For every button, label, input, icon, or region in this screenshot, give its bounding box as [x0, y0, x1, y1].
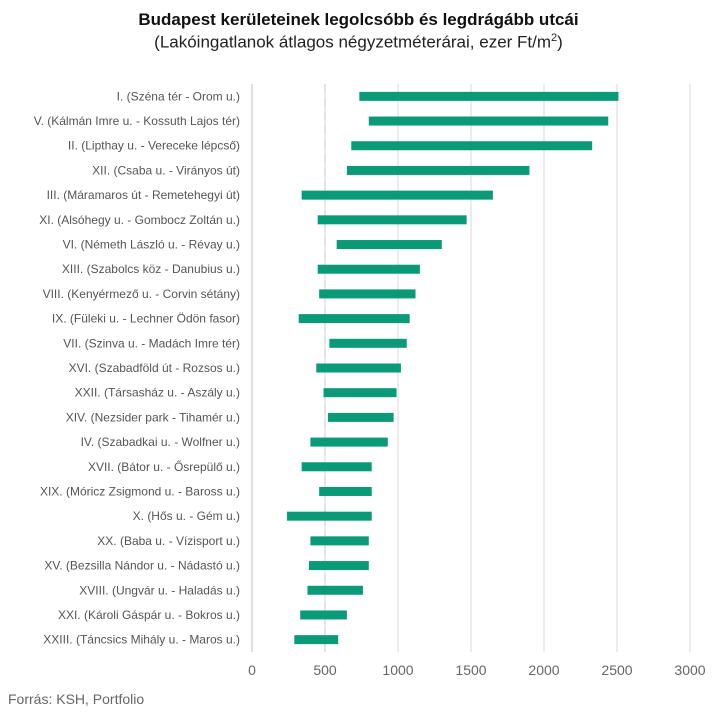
category-label-8: XIII. (Szabolcs köz - Danubius u.) — [62, 262, 240, 276]
bar-2 — [368, 116, 609, 126]
bar-22 — [300, 610, 347, 620]
category-label-21: XVIII. (Ungvár u. - Haladás u.) — [79, 583, 240, 597]
subtitle-end: ) — [557, 32, 563, 52]
x-tick-label-0: 0 — [248, 662, 256, 678]
bar-23 — [294, 635, 339, 645]
category-label-9: VIII. (Kenyérmező u. - Corvin sétány) — [43, 287, 240, 301]
bar-15 — [310, 437, 388, 447]
x-tick-label-2500: 2500 — [601, 662, 632, 678]
chart-title: Budapest kerületeinek legolcsóbb és legd… — [138, 10, 579, 29]
bar-12 — [316, 363, 401, 373]
category-label-1: I. (Széna tér - Orom u.) — [117, 89, 240, 103]
source-note: Forrás: KSH, Portfolio — [8, 691, 145, 707]
subtitle-superscript: 2 — [551, 32, 558, 44]
category-label-17: XIX. (Móricz Zsigmond u. - Baross u.) — [40, 484, 240, 498]
bar-14 — [327, 412, 394, 422]
category-label-4: XII. (Csaba u. - Virányos út) — [92, 163, 240, 177]
subtitle-main: (Lakóingatlanok átlagos négyzetméterárai… — [154, 32, 552, 52]
category-label-7: VI. (Németh László u. - Révay u.) — [63, 238, 240, 252]
category-label-2: V. (Kálmán Imre u. - Kossuth Lajos tér) — [34, 114, 240, 128]
category-label-23: XXIII. (Táncsics Mihály u. - Maros u.) — [43, 633, 240, 647]
category-label-5: III. (Máramaros út - Remetehegyi út) — [47, 188, 240, 202]
bar-10 — [298, 314, 410, 324]
bar-16 — [301, 462, 372, 472]
bar-17 — [319, 486, 372, 496]
category-label-16: XVII. (Bátor u. - Ősrepülő u.) — [88, 459, 240, 474]
bar-6 — [317, 215, 467, 225]
bar-20 — [308, 561, 369, 571]
bar-4 — [346, 165, 530, 175]
category-label-18: X. (Hős u. - Gém u.) — [133, 509, 240, 523]
bar-9 — [319, 289, 416, 299]
category-label-3: II. (Lipthay u. - Vereceke lépcső) — [68, 139, 240, 153]
bar-13 — [323, 388, 397, 398]
bar-21 — [307, 585, 363, 595]
chart-subtitle: (Lakóingatlanok átlagos négyzetméterárai… — [0, 32, 717, 53]
bar-7 — [336, 240, 442, 250]
category-label-20: XV. (Bezsilla Nándor u. - Nádastó u.) — [44, 559, 240, 573]
x-tick-label-1500: 1500 — [455, 662, 486, 678]
category-label-14: XIV. (Nezsider park - Tihamér u.) — [66, 410, 240, 424]
category-label-13: XXII. (Társasház u. - Aszály u.) — [75, 386, 240, 400]
category-label-11: VII. (Szinva u. - Madách Imre tér) — [63, 336, 240, 350]
bar-11 — [329, 338, 407, 348]
bar-3 — [351, 141, 593, 151]
category-label-10: IX. (Füleki u. - Lechner Ödön fasor) — [52, 312, 240, 326]
bar-1 — [359, 91, 619, 101]
x-tick-label-2000: 2000 — [528, 662, 559, 678]
x-tick-label-3000: 3000 — [674, 662, 705, 678]
x-tick-label-1000: 1000 — [382, 662, 413, 678]
category-label-12: XVI. (Szabadföld út - Rozsos u.) — [69, 361, 240, 375]
category-label-6: XI. (Alsóhegy u. - Gombocz Zoltán u.) — [39, 213, 240, 227]
category-label-15: IV. (Szabadkai u. - Wolfner u.) — [81, 435, 240, 449]
bar-8 — [317, 264, 420, 274]
bar-18 — [287, 511, 372, 521]
category-label-22: XXI. (Károli Gáspár u. - Bokros u.) — [58, 608, 240, 622]
bar-5 — [301, 190, 493, 200]
x-tick-label-500: 500 — [313, 662, 337, 678]
category-label-19: XX. (Baba u. - Vízisport u.) — [97, 534, 240, 548]
bar-19 — [310, 536, 369, 546]
